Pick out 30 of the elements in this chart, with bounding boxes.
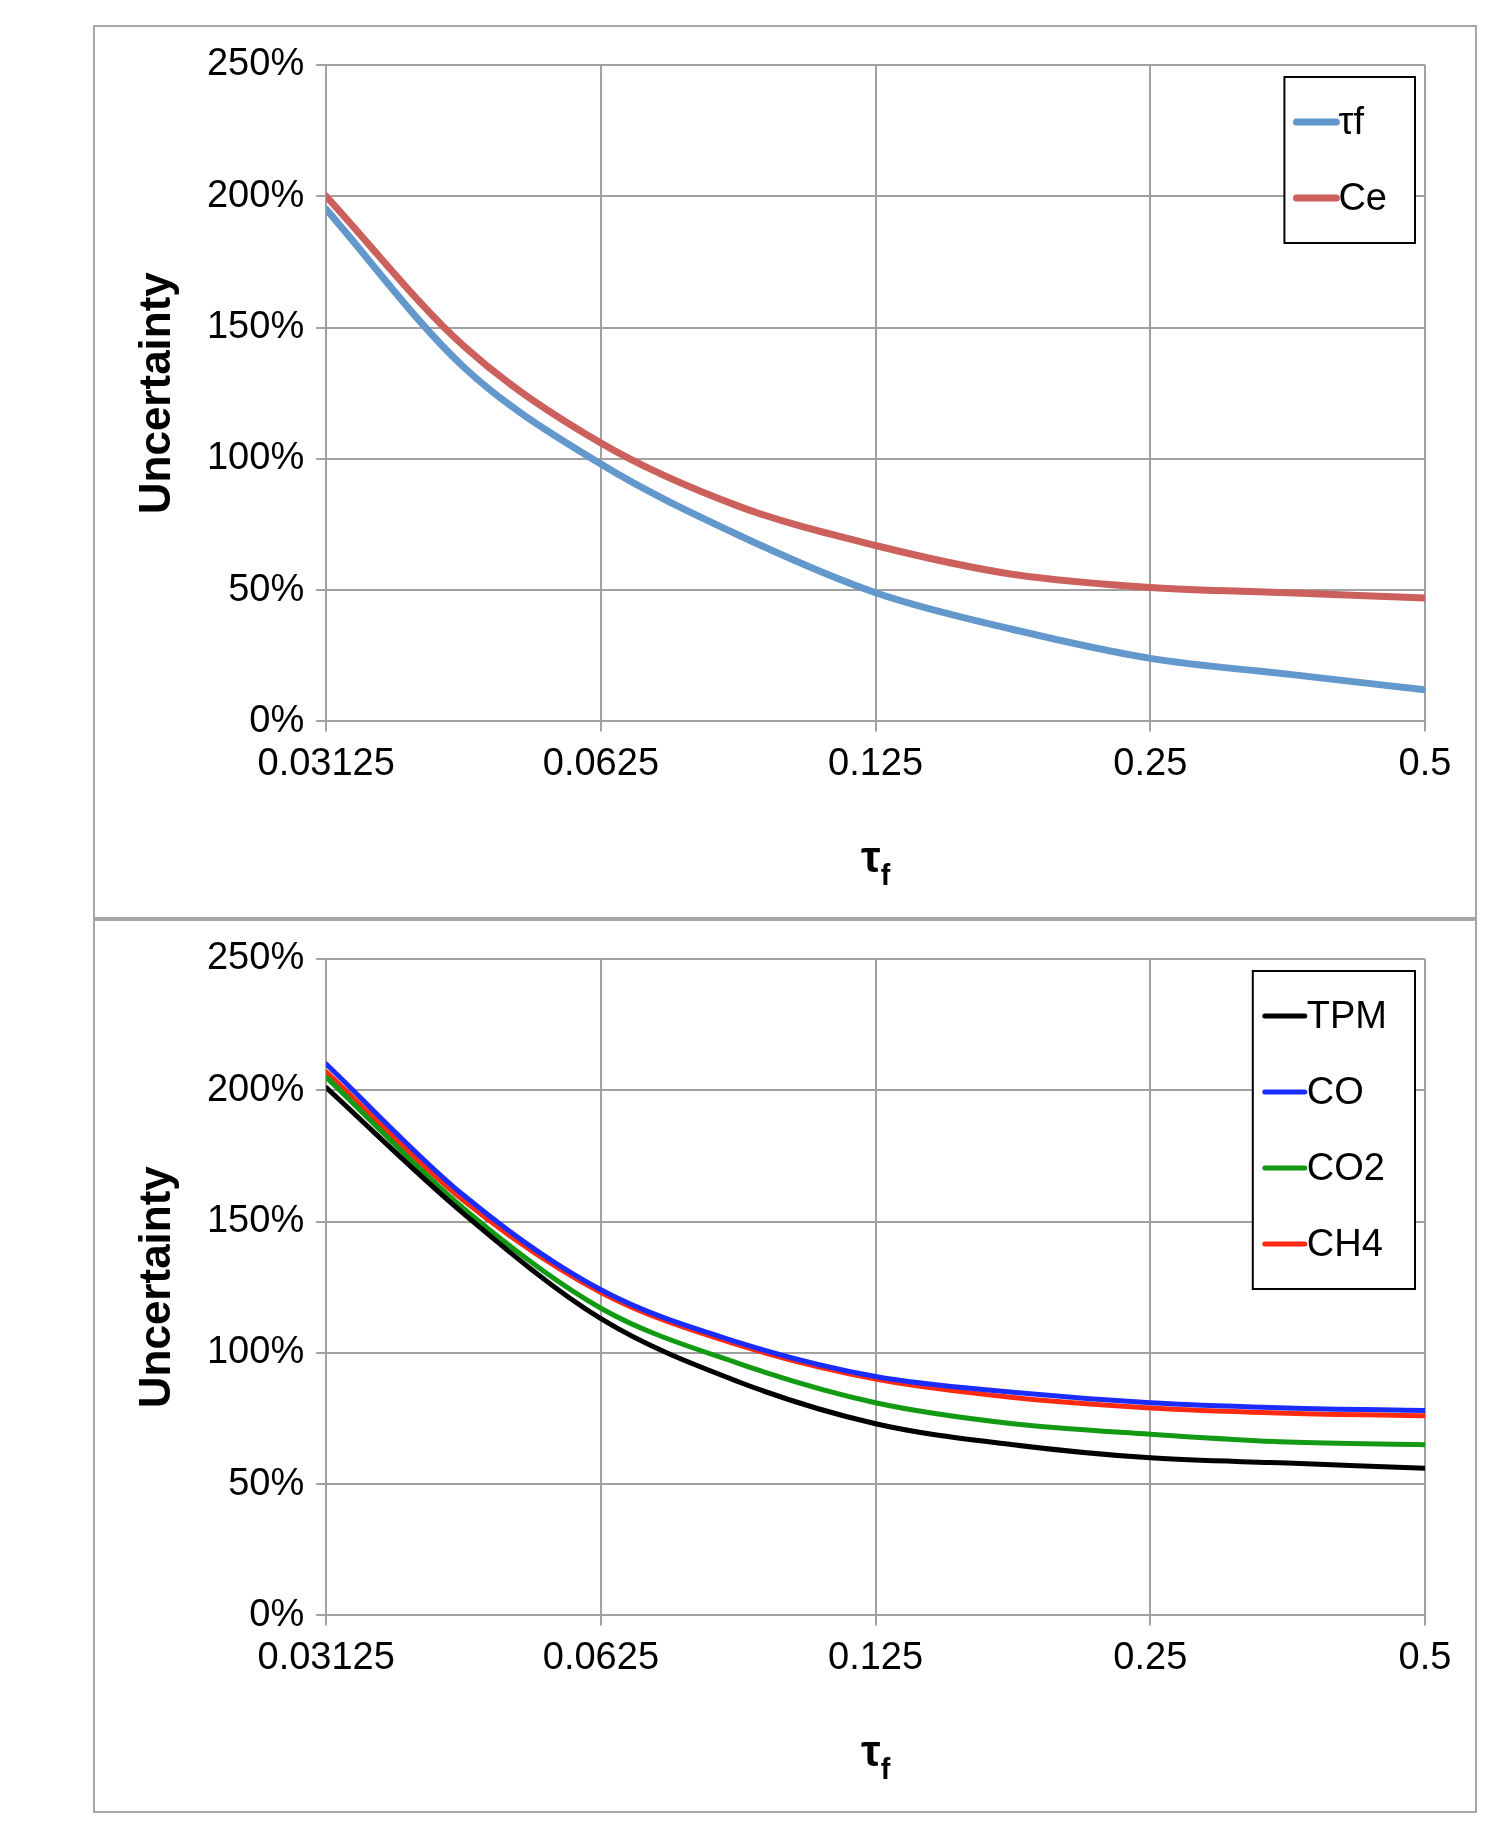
y-axis-title: Uncertainty bbox=[130, 271, 179, 515]
y-tick-label: 250% bbox=[206, 935, 305, 978]
legend-label: CO2 bbox=[1306, 1146, 1385, 1189]
x-tick-label: 0.03125 bbox=[257, 1634, 395, 1677]
x-tick-label: 0.0625 bbox=[542, 1634, 660, 1677]
y-tick-label: 0% bbox=[249, 697, 305, 740]
y-tick-label: 200% bbox=[206, 1066, 305, 1109]
y-tick-label: 150% bbox=[206, 304, 305, 347]
legend-label: TPM bbox=[1306, 994, 1388, 1037]
y-tick-label: 0% bbox=[249, 1591, 305, 1634]
x-tick-label: 0.5 bbox=[1398, 740, 1452, 783]
y-tick-label: 200% bbox=[206, 172, 305, 215]
legend-label: CO bbox=[1306, 1070, 1364, 1113]
x-tick-label: 0.125 bbox=[828, 740, 924, 783]
x-tick-label: 0.25 bbox=[1113, 1634, 1188, 1677]
x-tick-label: 0.125 bbox=[828, 1634, 924, 1677]
legend-label: Ce bbox=[1338, 176, 1387, 219]
y-tick-label: 250% bbox=[206, 41, 305, 84]
legend-label: CH4 bbox=[1306, 1222, 1383, 1265]
y-tick-label: 150% bbox=[206, 1198, 305, 1241]
y-axis-title: Uncertainty bbox=[130, 1165, 179, 1409]
x-tick-label: 0.0625 bbox=[542, 740, 660, 783]
y-tick-label: 100% bbox=[206, 1329, 305, 1372]
y-tick-label: 50% bbox=[228, 1460, 305, 1503]
x-tick-label: 0.5 bbox=[1398, 1634, 1452, 1677]
y-tick-label: 100% bbox=[206, 435, 305, 478]
y-tick-label: 50% bbox=[228, 566, 305, 609]
x-tick-label: 0.03125 bbox=[257, 740, 395, 783]
x-tick-label: 0.25 bbox=[1113, 740, 1188, 783]
legend-label: τf bbox=[1338, 100, 1365, 143]
